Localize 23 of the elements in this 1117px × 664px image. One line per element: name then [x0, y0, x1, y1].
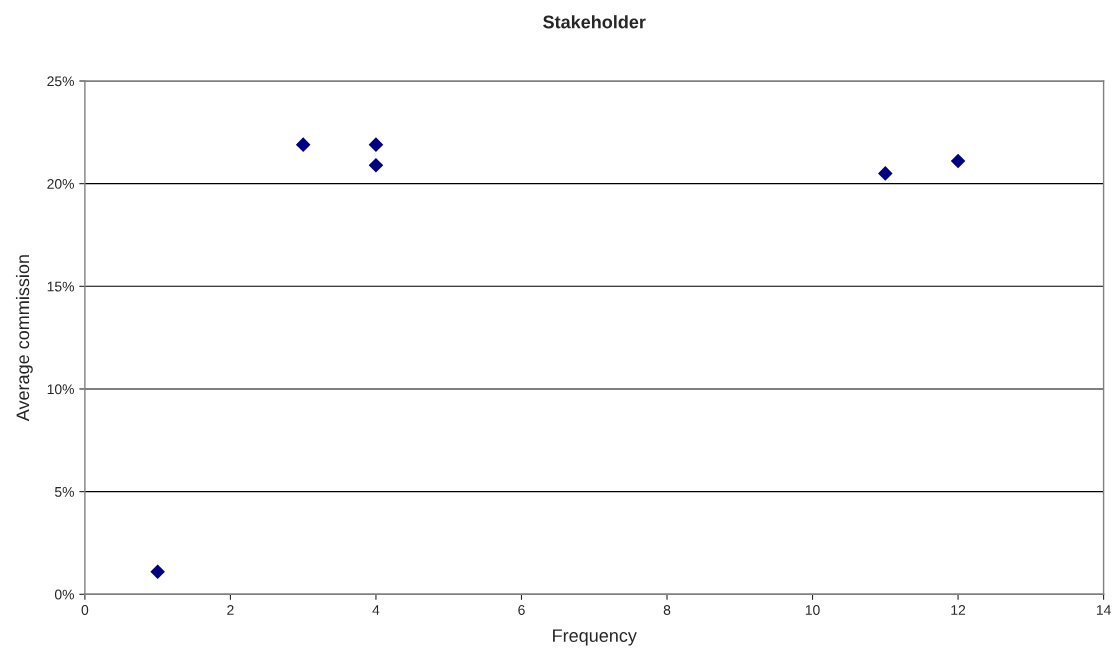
y-tick-label: 25%	[47, 76, 74, 87]
point	[295, 137, 311, 152]
x-axis-title: Frequency	[553, 629, 637, 646]
y-tick-label: 20%	[47, 179, 74, 189]
x-tick-label: 0	[81, 605, 89, 615]
chart-title: Stakeholder	[543, 15, 646, 29]
x-tick-label: 14	[1096, 605, 1111, 615]
point	[950, 153, 966, 169]
x-tick-label: 12	[951, 605, 966, 615]
x-tick-label: 2	[227, 605, 234, 615]
point	[368, 137, 384, 152]
point	[150, 564, 165, 579]
y-axis-title: Average commission	[15, 255, 33, 422]
x-tick-label: 6	[518, 605, 525, 615]
point	[878, 166, 893, 181]
y-tick-label: 0%	[54, 589, 74, 600]
x-tick-label: 4	[372, 605, 380, 615]
x-tick-label: 10	[805, 605, 820, 615]
y-tick-label: 5%	[54, 487, 74, 497]
y-tick-label: 15%	[47, 281, 74, 292]
point	[368, 157, 384, 173]
x-tick-label: 8	[663, 605, 671, 615]
y-tick-label: 10%	[47, 384, 74, 395]
